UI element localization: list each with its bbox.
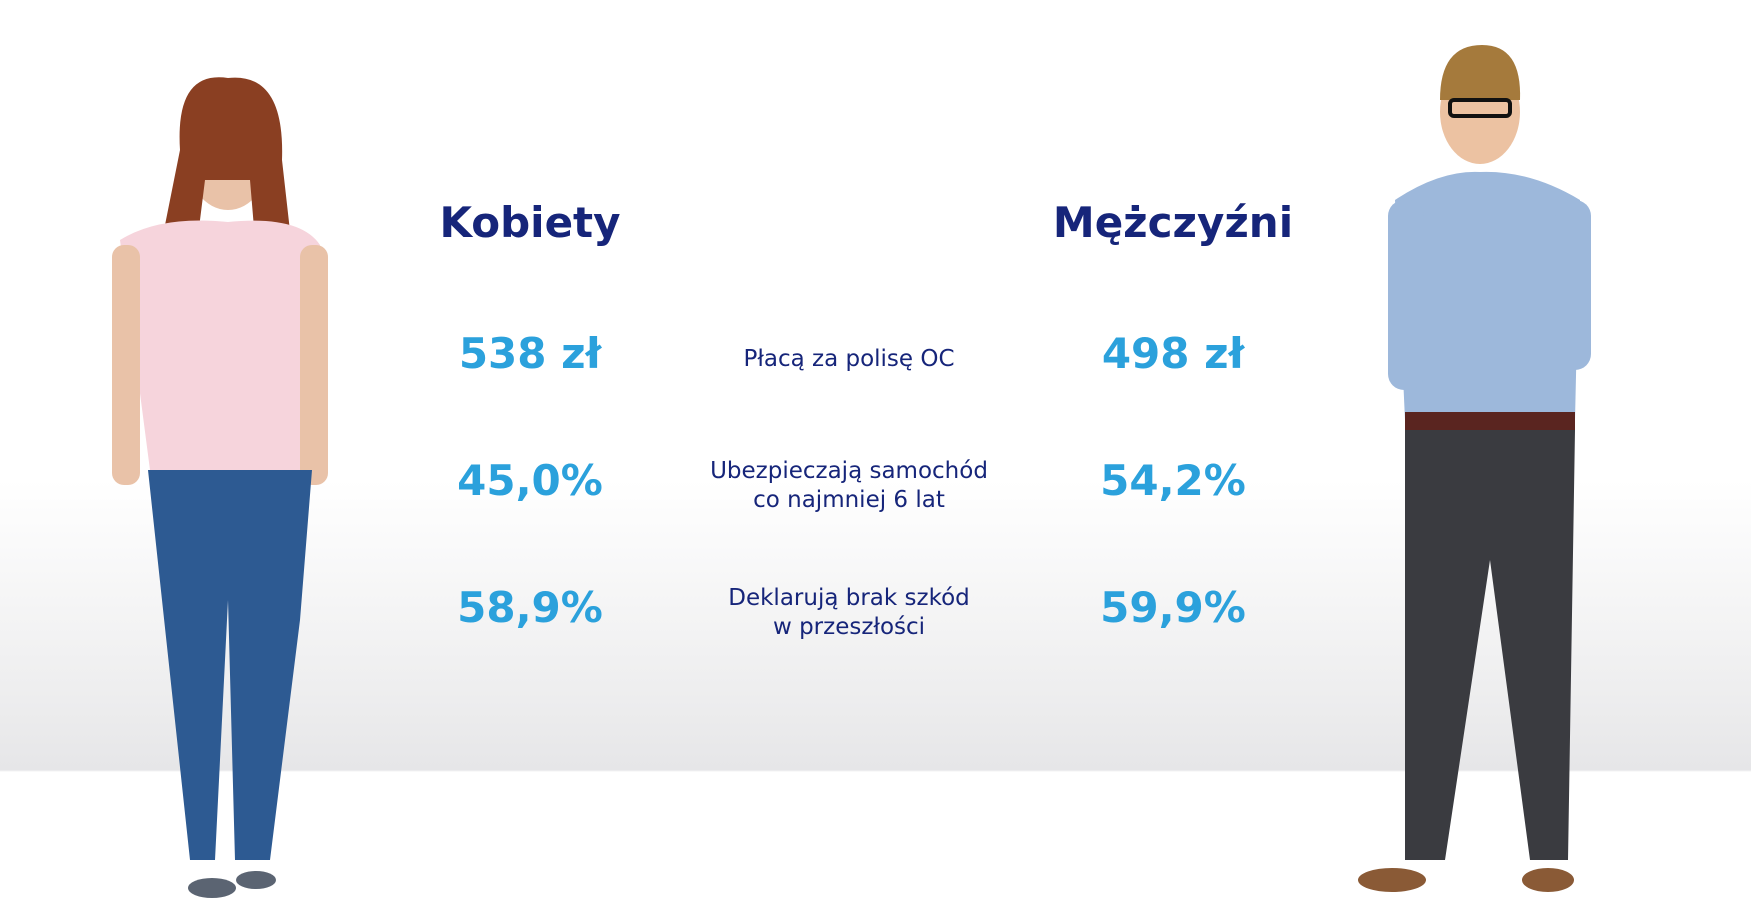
women-value: 58,9% [457,583,603,632]
row-label-line: Deklarują brak szkód [728,585,970,611]
men-value: 498 zł [1101,329,1245,378]
woman-figure [112,77,328,898]
men-value: 54,2% [1100,456,1246,505]
women-value: 538 zł [458,329,602,378]
row-label-line: co najmniej 6 lat [753,487,945,513]
women-header: Kobiety [439,198,621,247]
row-label: Deklarują brak szkód w przeszłości [639,584,1059,642]
men-value: 59,9% [1100,583,1246,632]
row-label-line: Płacą za polisę OC [743,345,955,372]
man-figure [1358,45,1591,892]
men-header: Mężczyźni [1052,198,1294,247]
row-label-line: w przeszłości [772,614,926,640]
women-value: 45,0% [457,456,603,505]
row-label-line: Ubezpieczają samochód [710,458,988,484]
row-label: Płacą za polisę OC [639,345,1059,374]
row-label: Ubezpieczają samochód co najmniej 6 lat [639,457,1059,515]
